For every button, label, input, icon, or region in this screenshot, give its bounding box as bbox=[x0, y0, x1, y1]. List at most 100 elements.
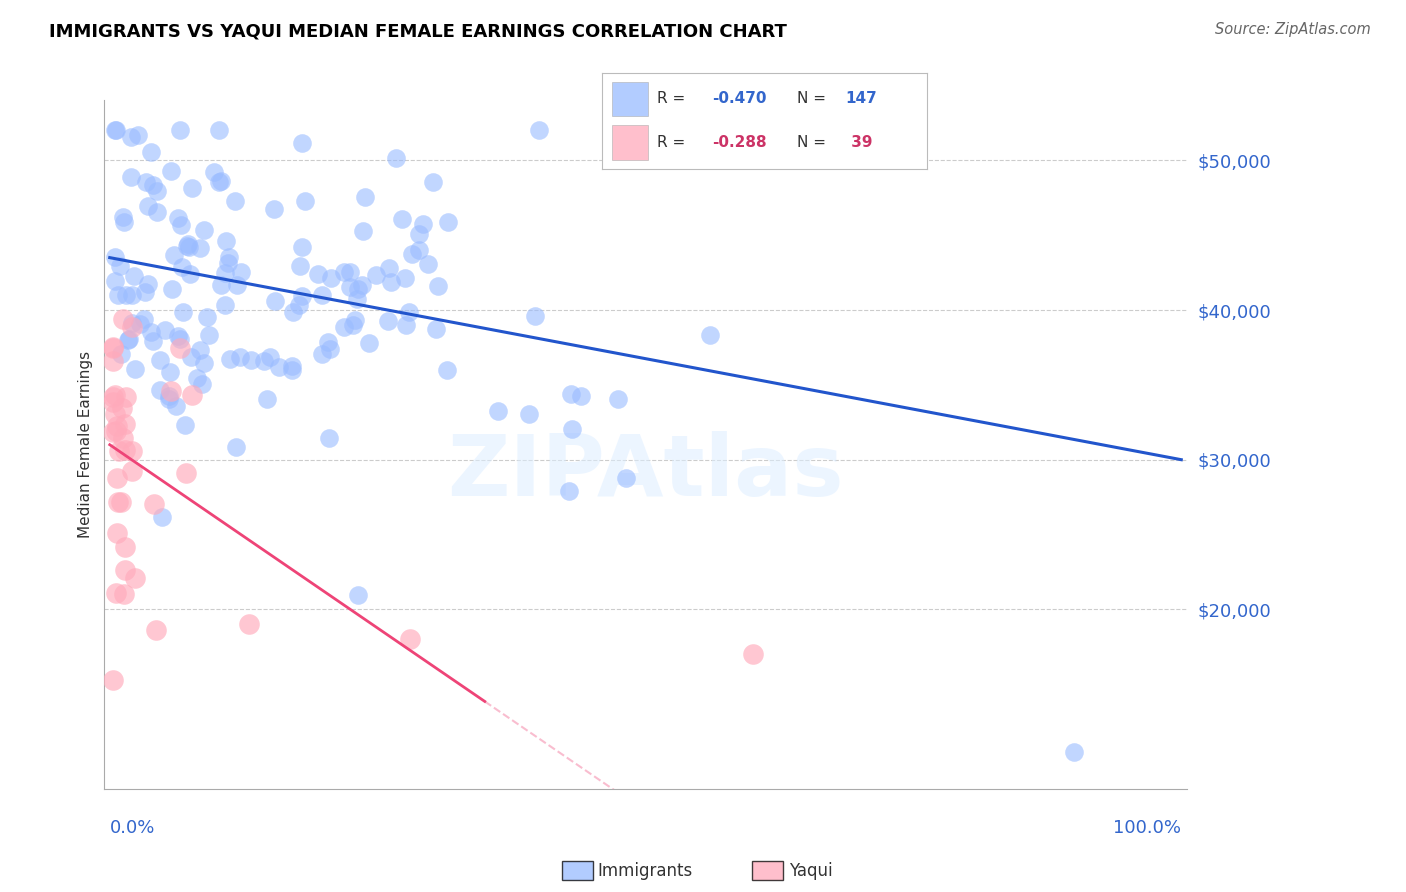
Point bbox=[157, 389, 180, 403]
Point bbox=[384, 151, 406, 165]
Point bbox=[437, 215, 460, 229]
Point bbox=[193, 356, 215, 370]
Point bbox=[291, 136, 314, 151]
Point bbox=[408, 243, 430, 257]
Point bbox=[142, 334, 165, 349]
Point bbox=[401, 247, 423, 261]
Point bbox=[172, 305, 194, 319]
Point bbox=[188, 241, 211, 255]
Point bbox=[105, 585, 128, 599]
Point bbox=[105, 424, 128, 438]
Point bbox=[101, 341, 124, 355]
Point bbox=[318, 431, 340, 445]
Point bbox=[346, 292, 368, 306]
Point bbox=[136, 199, 159, 213]
Point bbox=[104, 407, 127, 421]
Point bbox=[342, 318, 364, 332]
Point bbox=[333, 265, 356, 279]
Point bbox=[290, 259, 312, 273]
Point bbox=[394, 270, 416, 285]
Point bbox=[347, 282, 370, 296]
Point bbox=[214, 234, 236, 248]
Point bbox=[107, 287, 129, 301]
Point bbox=[291, 289, 314, 303]
Point bbox=[107, 443, 129, 458]
Point bbox=[111, 211, 134, 225]
Point bbox=[104, 250, 127, 264]
Point bbox=[163, 248, 186, 262]
Point bbox=[408, 227, 430, 241]
Point bbox=[339, 280, 361, 294]
Point bbox=[139, 325, 162, 339]
Point bbox=[110, 347, 132, 361]
Point bbox=[253, 354, 276, 368]
Point bbox=[523, 309, 546, 323]
Point bbox=[422, 175, 444, 189]
Point bbox=[176, 467, 198, 481]
Point bbox=[135, 175, 157, 189]
Point bbox=[560, 387, 582, 401]
Point bbox=[101, 394, 124, 409]
Point bbox=[120, 129, 142, 144]
Point bbox=[214, 298, 236, 312]
Point bbox=[134, 285, 156, 300]
Text: ZIPAtlas: ZIPAtlas bbox=[447, 431, 844, 514]
Point bbox=[114, 417, 136, 431]
Point bbox=[259, 350, 281, 364]
Point bbox=[107, 494, 129, 508]
Point bbox=[558, 483, 581, 498]
Point bbox=[281, 362, 304, 376]
Point bbox=[240, 353, 263, 368]
Point bbox=[166, 328, 188, 343]
Point bbox=[354, 190, 377, 204]
Point bbox=[699, 327, 721, 342]
Point bbox=[114, 443, 136, 458]
Point bbox=[263, 202, 285, 216]
Point bbox=[159, 384, 181, 398]
Point bbox=[124, 362, 146, 376]
Point bbox=[112, 431, 135, 445]
Point bbox=[380, 275, 402, 289]
Point bbox=[291, 240, 314, 254]
Point bbox=[436, 363, 458, 377]
Point bbox=[165, 399, 187, 413]
Point bbox=[283, 305, 305, 319]
Point bbox=[391, 212, 413, 227]
Point bbox=[153, 323, 176, 337]
Point bbox=[377, 313, 399, 327]
Y-axis label: Median Female Earnings: Median Female Earnings bbox=[79, 351, 93, 538]
Point bbox=[418, 257, 440, 271]
Point bbox=[169, 123, 191, 137]
Point bbox=[339, 265, 361, 279]
Point bbox=[104, 274, 127, 288]
Point bbox=[169, 219, 191, 233]
Point bbox=[486, 404, 509, 418]
Point bbox=[117, 333, 139, 347]
Point bbox=[209, 277, 232, 292]
Point bbox=[121, 464, 143, 478]
Point bbox=[177, 237, 200, 252]
Text: 0.0%: 0.0% bbox=[110, 819, 155, 837]
Point bbox=[101, 354, 124, 368]
Point bbox=[307, 267, 329, 281]
Point bbox=[311, 346, 333, 360]
Point bbox=[121, 443, 143, 458]
Point bbox=[124, 571, 146, 585]
Point bbox=[180, 181, 202, 195]
Point bbox=[121, 288, 143, 302]
Point bbox=[347, 588, 370, 602]
Point bbox=[195, 310, 218, 325]
Point bbox=[198, 327, 221, 342]
Point bbox=[529, 123, 551, 137]
Point bbox=[115, 287, 138, 301]
Point bbox=[1063, 745, 1085, 759]
Point bbox=[561, 422, 583, 436]
Point bbox=[395, 318, 418, 332]
Point bbox=[101, 390, 124, 404]
Point bbox=[357, 336, 380, 351]
Point bbox=[166, 211, 188, 226]
Point bbox=[209, 174, 232, 188]
Point bbox=[160, 281, 183, 295]
Point bbox=[288, 298, 311, 312]
Point bbox=[104, 388, 127, 402]
